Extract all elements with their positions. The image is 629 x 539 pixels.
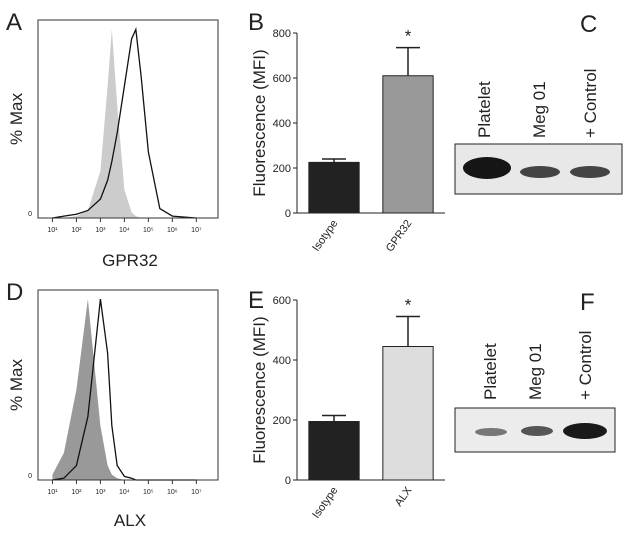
- x-tick-label: 10³: [95, 489, 106, 496]
- lane-label: Meg 01: [530, 81, 549, 138]
- plot-frame: [37, 19, 219, 219]
- plot-frame: [37, 289, 219, 481]
- y-axis-label: % Max: [7, 93, 26, 145]
- x-tick-label: 10⁴: [119, 227, 130, 234]
- panel-letter: B: [248, 9, 264, 36]
- x-tick-label: Isotype: [310, 485, 340, 521]
- y-tick-label: 0: [285, 208, 291, 220]
- x-tick-label: 10¹: [47, 489, 58, 496]
- bar: [308, 161, 360, 214]
- x-tick-label: 10⁴: [119, 489, 130, 496]
- panel-letter: C: [580, 11, 597, 38]
- y-tick-label: 400: [273, 355, 291, 367]
- bar: [382, 75, 434, 214]
- lane-label: Platelet: [475, 81, 494, 138]
- error-bar: [396, 315, 420, 347]
- x-tick-label: 10²: [71, 227, 82, 234]
- lane-label: Meg 01: [526, 343, 545, 400]
- lane-label: + Control: [581, 69, 600, 138]
- x-tick-label: 10⁶: [167, 489, 178, 496]
- lane-label: + Control: [576, 331, 595, 400]
- error-bar: [396, 46, 420, 76]
- x-tick-label: 10³: [95, 227, 106, 234]
- lane-label: Platelet: [481, 343, 500, 400]
- x-tick-label: 10⁵: [143, 489, 154, 496]
- x-tick-label: Isotype: [310, 218, 340, 254]
- x-axis-label: GPR32: [102, 251, 158, 270]
- band: [520, 166, 560, 178]
- band: [563, 423, 607, 439]
- x-tick-label: 10⁶: [167, 227, 178, 234]
- bar: [382, 346, 434, 481]
- error-bar: [322, 414, 346, 422]
- x-tick-label: 10²: [71, 489, 82, 496]
- y-tick-label: 0: [28, 211, 32, 218]
- y-tick-label: 600: [273, 73, 291, 85]
- panel-letter: D: [6, 279, 23, 306]
- y-tick-label: 0: [28, 473, 32, 480]
- x-tick-label: 10⁷: [191, 489, 202, 496]
- y-tick-label: 200: [273, 163, 291, 175]
- y-tick-label: 600: [273, 295, 291, 307]
- x-axis-label: ALX: [114, 511, 146, 530]
- panel-letter: F: [580, 289, 595, 316]
- band: [463, 157, 511, 179]
- x-tick-label: 10⁵: [143, 227, 154, 234]
- y-tick-label: 0: [285, 475, 291, 487]
- band: [521, 426, 553, 436]
- y-axis-label: % Max: [7, 359, 26, 411]
- x-tick-label: 10¹: [47, 227, 58, 234]
- y-axis-label: Fluorescence (MFI): [250, 49, 269, 196]
- y-axis-label: Fluorescence (MFI): [250, 316, 269, 463]
- band: [570, 166, 610, 178]
- x-tick-label: GPR32: [384, 218, 415, 254]
- band: [475, 428, 507, 436]
- error-bar: [322, 158, 346, 163]
- area: [52, 29, 197, 218]
- y-tick-label: 800: [273, 28, 291, 40]
- line: [52, 26, 197, 219]
- x-tick-label: ALX: [393, 484, 415, 508]
- annotation: *: [405, 27, 412, 46]
- area: [52, 299, 197, 480]
- panel-letter: A: [6, 9, 22, 36]
- y-tick-label: 200: [273, 415, 291, 427]
- y-tick-label: 400: [273, 118, 291, 130]
- panel-letter: E: [248, 287, 264, 314]
- x-tick-label: 10⁷: [191, 227, 202, 234]
- annotation: *: [405, 296, 412, 315]
- bar: [308, 421, 360, 481]
